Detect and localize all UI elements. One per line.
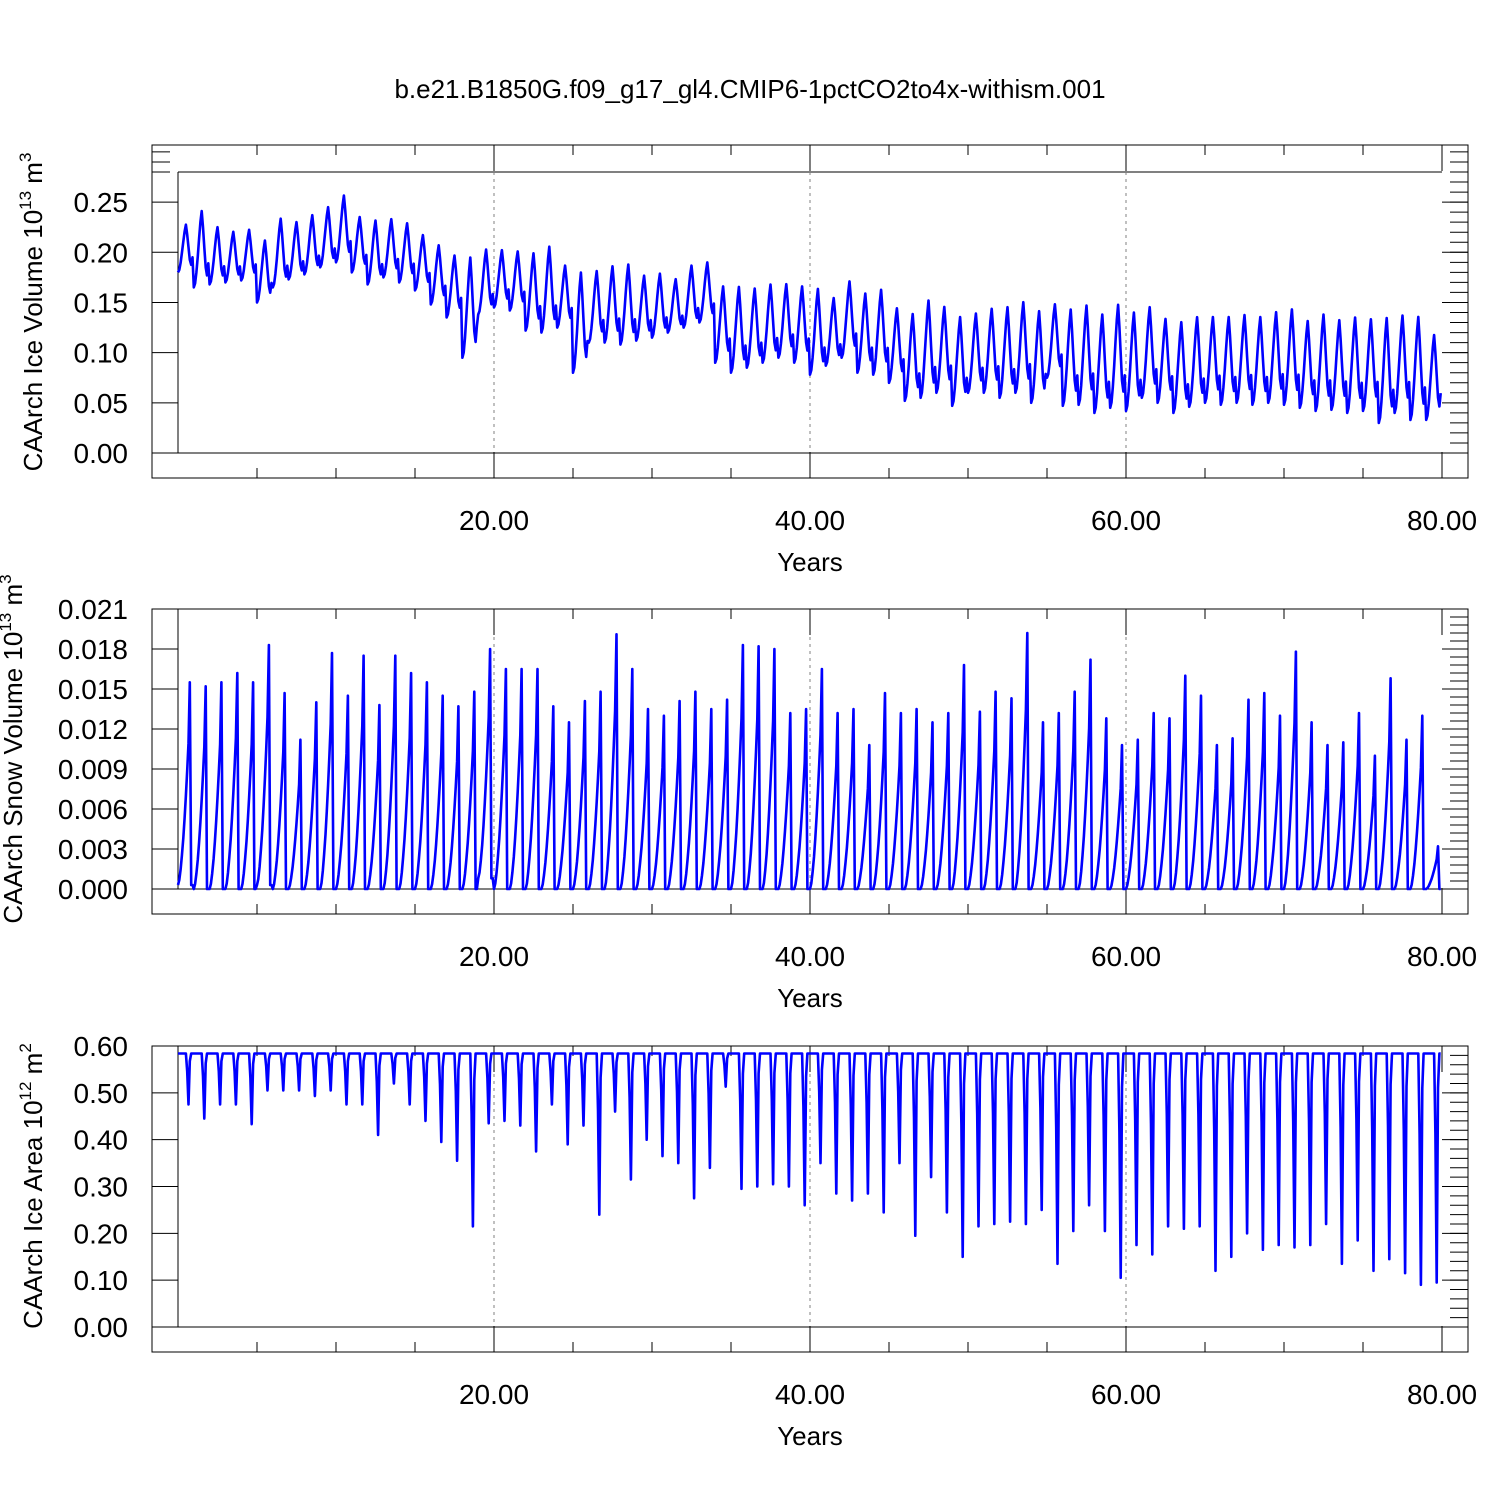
series-line xyxy=(176,631,1441,891)
x-axis-label: Years xyxy=(777,547,843,577)
series-line xyxy=(178,1052,1441,1287)
y-tick-label: 0.021 xyxy=(58,594,128,625)
x-tick-label: 20.00 xyxy=(459,505,529,536)
x-tick-label: 40.00 xyxy=(775,941,845,972)
x-axis-label: Years xyxy=(777,983,843,1013)
y-tick-label: 0.20 xyxy=(74,237,129,268)
panels: 20.00 40.00 60.00 80.00 Years 0.00 0.05 0.10 0.1… xyxy=(0,144,1477,1451)
y-tick-label: 0.000 xyxy=(58,874,128,905)
y-tick-label: 0.30 xyxy=(74,1172,129,1203)
y-tick-label: 0.009 xyxy=(58,754,128,785)
y-axis-label: CAArch Snow Volume 1013 m3 xyxy=(0,574,28,923)
x-tick-label: 80.00 xyxy=(1407,941,1477,972)
y-tick-label: 0.018 xyxy=(58,634,128,665)
x-tick-label: 80.00 xyxy=(1407,1379,1477,1410)
y-tick-label: 0.003 xyxy=(58,834,128,865)
y-tick-label: 0.05 xyxy=(74,388,129,419)
panel-3: 20.00 40.00 60.00 80.00 Years 0.00 0.10 0.20 0.3… xyxy=(16,1031,1477,1451)
x-tick-label: 40.00 xyxy=(775,505,845,536)
x-tick-label: 80.00 xyxy=(1407,505,1477,536)
y-axis-label: CAArch Ice Volume 1013 m3 xyxy=(16,153,48,472)
y-tick-label: 0.50 xyxy=(74,1078,129,1109)
y-tick-label: 0.015 xyxy=(58,674,128,705)
y-tick-label: 0.10 xyxy=(74,1265,129,1296)
y-tick-label: 0.60 xyxy=(74,1031,129,1062)
x-tick-label: 40.00 xyxy=(775,1379,845,1410)
y-tick-label: 0.25 xyxy=(74,187,129,218)
y-tick-label: 0.40 xyxy=(74,1125,129,1156)
x-tick-label: 20.00 xyxy=(459,1379,529,1410)
y-tick-label: 0.10 xyxy=(74,338,129,369)
y-tick-label: 0.00 xyxy=(74,1312,129,1343)
x-tick-label: 60.00 xyxy=(1091,941,1161,972)
figure-title: b.e21.B1850G.f09_g17_gl4.CMIP6-1pctCO2to… xyxy=(394,74,1105,104)
y-tick-label: 0.15 xyxy=(74,287,129,318)
series-line xyxy=(176,194,1442,425)
x-axis-label: Years xyxy=(777,1421,843,1451)
x-tick-label: 60.00 xyxy=(1091,1379,1161,1410)
x-tick-label: 60.00 xyxy=(1091,505,1161,536)
panel-1: 20.00 40.00 60.00 80.00 Years 0.00 0.05 0.10 0.1… xyxy=(16,144,1477,577)
y-axis-label: CAArch Ice Area 1012 m2 xyxy=(16,1043,48,1329)
y-tick-label: 0.00 xyxy=(74,438,129,469)
y-tick-label: 0.012 xyxy=(58,714,128,745)
y-tick-label: 0.20 xyxy=(74,1218,129,1249)
x-tick-label: 20.00 xyxy=(459,941,529,972)
y-tick-label: 0.006 xyxy=(58,794,128,825)
panel-2: 20.00 40.00 60.00 80.00 Years 0.000 0.003 0.006… xyxy=(0,574,1477,1013)
